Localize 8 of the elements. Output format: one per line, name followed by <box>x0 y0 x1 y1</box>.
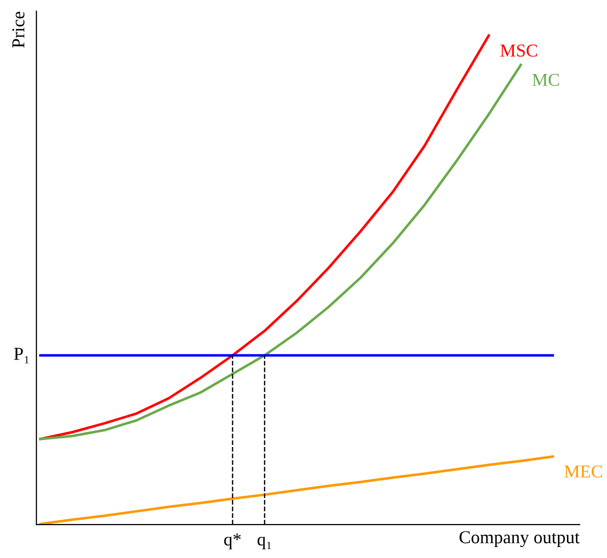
series-label: MSC <box>500 44 537 57</box>
x-tick-label: q₁ <box>258 536 271 550</box>
ref-line-label: P₁ <box>14 348 29 364</box>
y-axis-title: Price <box>12 12 24 48</box>
series-label: MC <box>532 74 559 86</box>
x-tick-label: q* <box>224 534 241 550</box>
x-axis-title: Company output <box>460 531 580 548</box>
series-label: MEC <box>564 465 602 478</box>
